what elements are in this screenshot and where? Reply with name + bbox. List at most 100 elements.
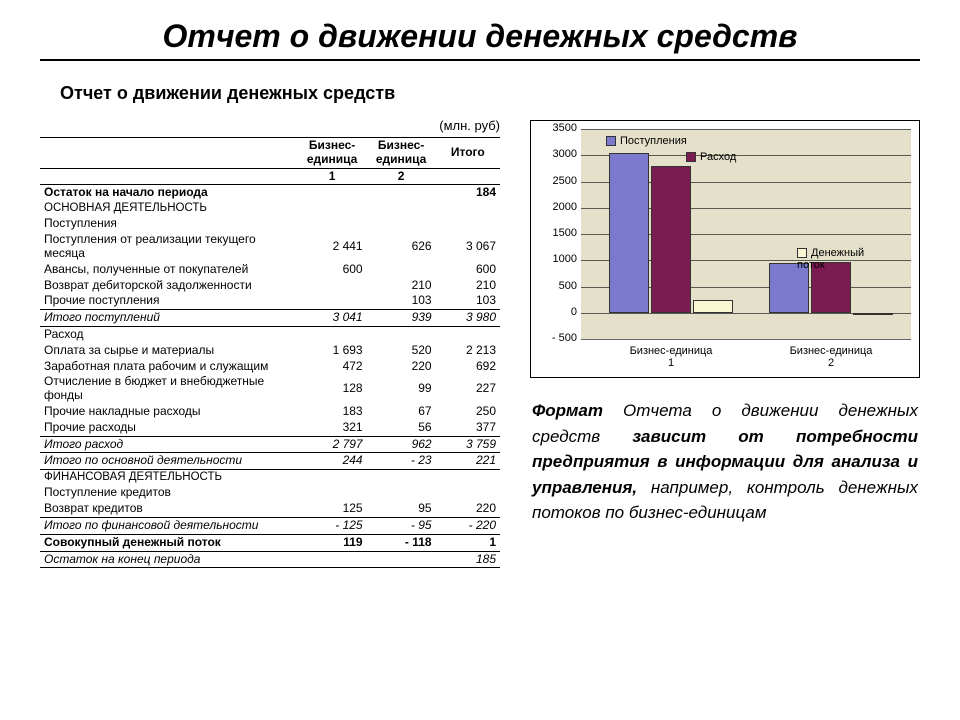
row-label: Прочие накладные расходы	[40, 404, 298, 420]
cell-b2	[367, 216, 436, 232]
table-row: ФИНАНСОВАЯ ДЕЯТЕЛЬНОСТЬ	[40, 470, 500, 486]
chart-legend-item: Денежныйпоток	[797, 247, 864, 271]
cell-tot: 692	[436, 359, 500, 375]
col-header-total: Итого	[436, 138, 500, 169]
legend-label: Поступления	[620, 135, 687, 147]
cell-tot	[436, 470, 500, 486]
cell-tot: 2 213	[436, 343, 500, 359]
col-num-1: 1	[298, 168, 367, 185]
table-body: Остаток на начало периода184ОСНОВНАЯ ДЕЯ…	[40, 185, 500, 568]
row-label: Совокупный денежный поток	[40, 534, 298, 551]
cell-b1	[298, 326, 367, 342]
cell-b2: - 118	[367, 534, 436, 551]
chart-bar	[609, 153, 649, 313]
cell-b2	[367, 470, 436, 486]
col-num-2: 2	[367, 168, 436, 185]
cell-b2	[367, 201, 436, 216]
table-row: Заработная плата рабочим и служащим47222…	[40, 359, 500, 375]
legend-label: Денежныйпоток	[797, 247, 864, 271]
body-em-1: Формат	[532, 401, 603, 420]
row-label: Оплата за сырье и материалы	[40, 343, 298, 359]
cell-b1: 321	[298, 420, 367, 436]
col-header-b1: Бизнес-единица	[298, 138, 367, 169]
row-label: Авансы, полученные от покупателей	[40, 262, 298, 278]
cell-b2: 99	[367, 374, 436, 404]
cell-tot: 227	[436, 374, 500, 404]
table-row: Поступления от реализации текущего месяц…	[40, 232, 500, 262]
cell-b2	[367, 185, 436, 201]
table-row: Возврат кредитов12595220	[40, 501, 500, 517]
table-row: Оплата за сырье и материалы1 6935202 213	[40, 343, 500, 359]
cell-b1: 128	[298, 374, 367, 404]
table-column: (млн. руб) Бизнес-единица Бизнес-единица…	[40, 118, 500, 568]
title-rule	[40, 59, 920, 61]
chart-ytick: 2000	[531, 201, 577, 213]
chart-bar	[853, 313, 893, 315]
legend-label: Расход	[700, 151, 736, 163]
row-label: Остаток на начало периода	[40, 185, 298, 201]
cell-b1: 183	[298, 404, 367, 420]
cell-tot	[436, 216, 500, 232]
chart-ytick: 0	[531, 306, 577, 318]
cell-b1: 3 041	[298, 310, 367, 327]
cell-b2: 56	[367, 420, 436, 436]
cell-b1: 1 693	[298, 343, 367, 359]
cell-b2: 962	[367, 436, 436, 453]
table-row: Прочие расходы32156377	[40, 420, 500, 436]
col-header-b2: Бизнес-единица	[367, 138, 436, 169]
chart-xlabel: Бизнес-единица2	[781, 345, 881, 369]
row-label: Итого расход	[40, 436, 298, 453]
cell-tot: 3 067	[436, 232, 500, 262]
cell-b2	[367, 326, 436, 342]
cell-b1	[298, 470, 367, 486]
row-label: Поступления	[40, 216, 298, 232]
cell-b1: 600	[298, 262, 367, 278]
table-row: Возврат дебиторской задолженности 210210	[40, 278, 500, 294]
cell-b2: 210	[367, 278, 436, 294]
row-label: Отчисление в бюджет и внебюджетные фонды	[40, 374, 298, 404]
cell-b1: 244	[298, 453, 367, 470]
cell-b2: - 95	[367, 517, 436, 534]
row-label: Итого поступлений	[40, 310, 298, 327]
row-label: Прочие расходы	[40, 420, 298, 436]
cell-tot: 600	[436, 262, 500, 278]
cell-tot: 210	[436, 278, 500, 294]
cell-b2: 520	[367, 343, 436, 359]
cell-b1: 119	[298, 534, 367, 551]
row-label: Возврат дебиторской задолженности	[40, 278, 298, 294]
table-row: Остаток на конец периода185	[40, 551, 500, 568]
chart-ytick: 1000	[531, 253, 577, 265]
cell-tot	[436, 485, 500, 501]
cell-tot: 3 759	[436, 436, 500, 453]
cell-b2: - 23	[367, 453, 436, 470]
table-row: Прочие поступления103103	[40, 293, 500, 309]
cashflow-chart: - 5000500100015002000250030003500Бизнес-…	[530, 120, 920, 378]
chart-ytick: 500	[531, 280, 577, 292]
cell-tot: 185	[436, 551, 500, 568]
cell-b2	[367, 485, 436, 501]
cell-b1: - 125	[298, 517, 367, 534]
chart-legend-item: Расход	[686, 151, 736, 163]
cell-b2: 220	[367, 359, 436, 375]
legend-swatch	[606, 136, 616, 146]
row-label: Прочие поступления	[40, 293, 298, 309]
cell-tot: 3 980	[436, 310, 500, 327]
row-label: ОСНОВНАЯ ДЕЯТЕЛЬНОСТЬ	[40, 201, 298, 216]
cell-tot: 250	[436, 404, 500, 420]
col-num-3	[436, 168, 500, 185]
table-row: Итого по финансовой деятельности- 125- 9…	[40, 517, 500, 534]
chart-ytick: 1500	[531, 227, 577, 239]
row-label: Возврат кредитов	[40, 501, 298, 517]
table-row: Итого поступлений3 0419393 980	[40, 310, 500, 327]
row-label: Поступление кредитов	[40, 485, 298, 501]
table-head: Бизнес-единица Бизнес-единица Итого 1 2	[40, 138, 500, 185]
table-row: Поступления	[40, 216, 500, 232]
right-column: - 5000500100015002000250030003500Бизнес-…	[530, 118, 920, 568]
cell-b1	[298, 185, 367, 201]
table-row: ОСНОВНАЯ ДЕЯТЕЛЬНОСТЬ	[40, 201, 500, 216]
cell-b1	[298, 551, 367, 568]
row-label: Итого по финансовой деятельности	[40, 517, 298, 534]
cell-b1: 2 797	[298, 436, 367, 453]
chart-ytick: 3500	[531, 122, 577, 134]
table-row: Поступление кредитов	[40, 485, 500, 501]
